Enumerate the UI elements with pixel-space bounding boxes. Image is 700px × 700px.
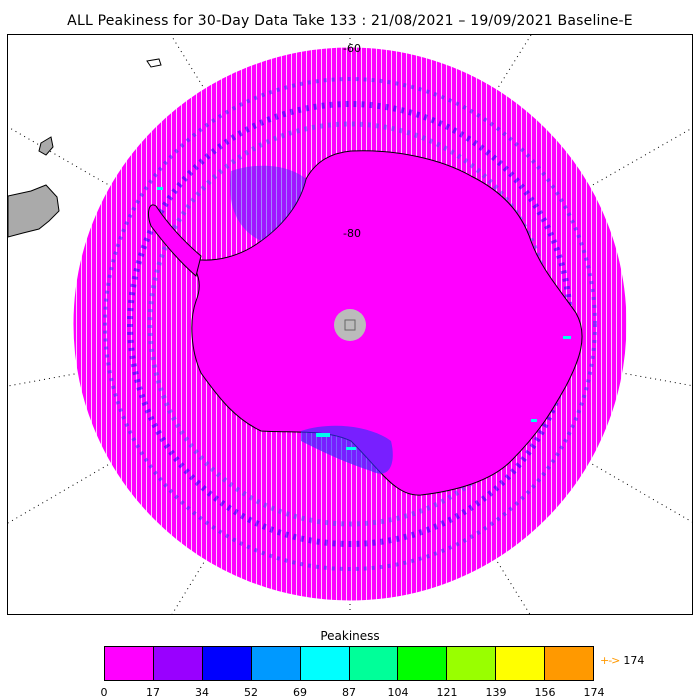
colorbar-swatch [251,647,301,680]
colorbar-tick-label: 34 [195,686,209,699]
overflow-label: 174 [623,654,645,667]
outside-landmasses [8,58,162,238]
legend-title: Peakiness [320,629,380,643]
colorbar-tick-label: 174 [583,686,605,699]
colorbar-tick-label: 156 [534,686,556,699]
colorbar-swatch [349,647,399,680]
colorbar-swatch [447,647,497,680]
pole-hole [334,309,366,341]
colorbar-tick-label: 104 [387,686,409,699]
pole-marker [344,319,356,331]
colorbar-tick-label: 69 [293,686,307,699]
overflow-indicator: +-> 174 [600,654,644,667]
map-boundary [72,46,628,602]
colorbar-tick-label: 52 [244,686,258,699]
colorbar-swatch [496,647,546,680]
colorbar-swatch [153,647,203,680]
colorbar-tick-label: 0 [100,686,108,699]
weddell-sea-ice [230,165,306,241]
lat-label-60: -60 [343,42,361,55]
colorbar-tick-label: 121 [436,686,458,699]
colorbar [104,646,594,681]
polar-map: -60 -80 [8,35,692,614]
colorbar-swatch [105,647,154,680]
colorbar-swatch [202,647,252,680]
colorbar-tick-label: 139 [485,686,507,699]
antarctic-peninsula [148,204,202,277]
colorbar-tick-label: 17 [146,686,160,699]
colorbar-swatch [545,647,594,680]
high-peakiness-points [157,187,571,450]
colorbar-swatch [300,647,350,680]
colorbar-swatch [398,647,448,680]
map-panel: -60 -80 [7,34,693,615]
overflow-arrow-icon: +-> [600,654,620,667]
map-title: ALL Peakiness for 30-Day Data Take 133 :… [67,13,633,29]
colorbar-tick-label: 87 [342,686,356,699]
lat-label-80: -80 [343,227,361,240]
